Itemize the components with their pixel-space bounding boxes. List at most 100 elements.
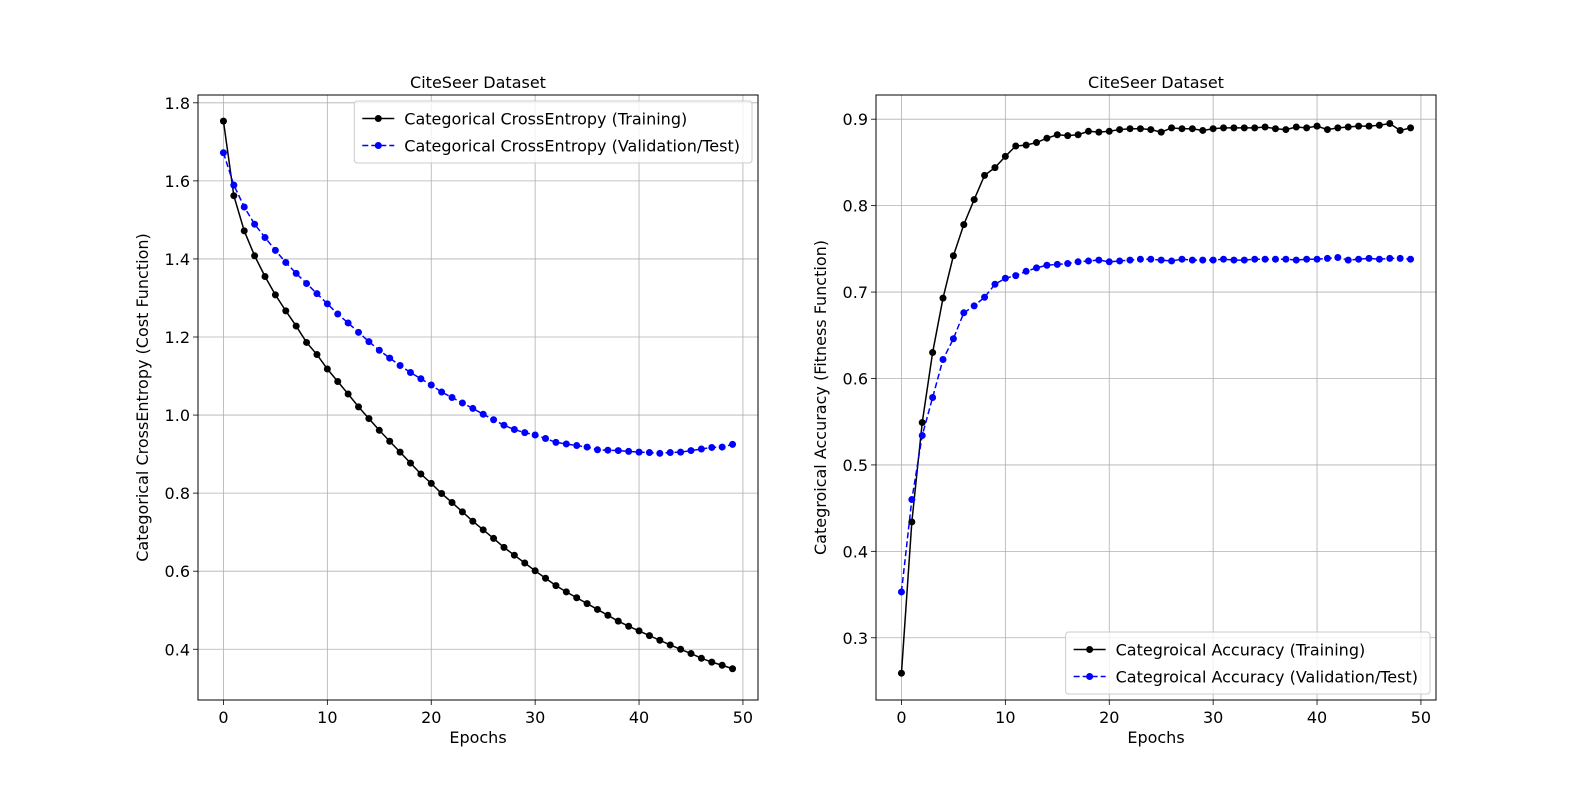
data-point xyxy=(542,574,550,582)
data-point xyxy=(230,192,238,200)
data-point xyxy=(271,291,279,299)
data-point xyxy=(1282,126,1290,134)
legend-swatch-marker xyxy=(1086,646,1094,653)
y-tick-label: 1.6 xyxy=(165,172,190,191)
y-tick-label: 0.4 xyxy=(165,640,190,659)
data-point xyxy=(251,220,259,228)
data-point xyxy=(479,526,487,534)
y-axis-title: Categorical CrossEntropy (Cost Function) xyxy=(133,233,152,562)
data-point xyxy=(635,627,643,635)
data-point xyxy=(991,280,999,288)
data-point xyxy=(1136,255,1144,263)
data-point xyxy=(562,440,570,448)
data-point xyxy=(918,419,926,427)
legend-swatch-marker xyxy=(374,115,382,122)
data-point xyxy=(1084,257,1092,265)
data-point xyxy=(303,280,311,288)
y-tick-label: 0.9 xyxy=(843,110,868,129)
y-tick-label: 1.8 xyxy=(165,94,190,113)
data-point xyxy=(1230,256,1238,264)
y-axis-title: Categroical Accuracy (Fitness Function) xyxy=(811,240,830,555)
data-point xyxy=(1407,124,1415,132)
data-point xyxy=(1095,256,1103,264)
data-point xyxy=(635,448,643,456)
data-point xyxy=(355,403,363,411)
data-point xyxy=(1355,122,1363,130)
data-point xyxy=(510,551,518,559)
data-point xyxy=(469,517,477,525)
series-0 xyxy=(897,120,1415,677)
data-point xyxy=(908,495,916,503)
data-point xyxy=(1105,127,1113,135)
data-point xyxy=(1355,255,1363,263)
data-point xyxy=(939,294,947,302)
data-point xyxy=(604,611,612,619)
data-point xyxy=(1271,255,1279,263)
axes-frame xyxy=(197,94,759,701)
data-point xyxy=(1396,126,1404,134)
data-point xyxy=(897,669,905,677)
data-point xyxy=(1199,256,1207,264)
y-tick-label: 0.5 xyxy=(843,456,868,475)
data-point xyxy=(625,447,633,455)
data-point xyxy=(417,470,425,478)
data-point xyxy=(521,559,529,567)
data-point xyxy=(303,338,311,346)
data-point xyxy=(1344,256,1352,264)
data-point xyxy=(1292,123,1300,131)
data-point xyxy=(708,443,716,451)
x-tick-label: 20 xyxy=(421,708,441,727)
data-point xyxy=(396,448,404,456)
data-point xyxy=(645,449,653,457)
legend-label: Categorical CrossEntropy (Training) xyxy=(404,110,687,129)
data-point xyxy=(1386,254,1394,262)
data-point xyxy=(1303,255,1311,263)
data-point xyxy=(1323,254,1331,262)
data-point xyxy=(1251,124,1259,132)
data-point xyxy=(448,394,456,401)
data-point xyxy=(313,351,321,359)
data-point xyxy=(677,645,685,653)
x-tick-label: 10 xyxy=(995,708,1015,727)
data-point xyxy=(1188,256,1196,264)
x-axis: 0 10 20 30 40 50 xyxy=(896,700,1431,727)
data-point xyxy=(427,479,435,487)
data-point xyxy=(929,349,937,357)
data-point xyxy=(614,617,622,625)
data-point xyxy=(1178,255,1186,263)
data-point xyxy=(1095,128,1103,136)
data-point xyxy=(1261,123,1269,131)
y-tick-label: 0.7 xyxy=(843,283,868,302)
data-point xyxy=(1240,124,1248,132)
data-point xyxy=(1084,127,1092,135)
data-point xyxy=(510,426,518,434)
y-tick-label: 0.6 xyxy=(165,562,190,581)
data-point xyxy=(261,273,269,280)
data-point xyxy=(334,310,342,318)
crossentropy-chart: 0 10 20 30 40 50 0.4 0.6 0.8 1.0 1.2 1.4 1.6 1.8 CiteS… xyxy=(133,73,759,747)
y-tick-label: 1.0 xyxy=(165,406,190,425)
data-point xyxy=(1323,126,1331,134)
data-point xyxy=(531,431,539,439)
data-point xyxy=(1126,125,1134,133)
data-point xyxy=(573,442,581,450)
x-tick-label: 30 xyxy=(525,708,545,727)
data-point xyxy=(1251,255,1259,263)
data-point xyxy=(1209,125,1217,133)
data-point xyxy=(1012,142,1020,150)
legend-swatch-marker xyxy=(1086,673,1094,680)
data-point xyxy=(1043,134,1051,142)
data-point xyxy=(1001,152,1009,160)
data-point xyxy=(593,605,601,613)
data-point xyxy=(1220,124,1228,132)
data-point xyxy=(396,361,404,369)
data-point xyxy=(1157,256,1165,264)
data-point xyxy=(438,388,446,396)
x-tick-label: 0 xyxy=(218,708,228,727)
x-tick-label: 50 xyxy=(1411,708,1431,727)
data-point xyxy=(562,588,570,596)
y-tick-label: 0.8 xyxy=(843,197,868,216)
data-point xyxy=(981,171,989,179)
y-tick-label: 0.3 xyxy=(843,629,868,648)
